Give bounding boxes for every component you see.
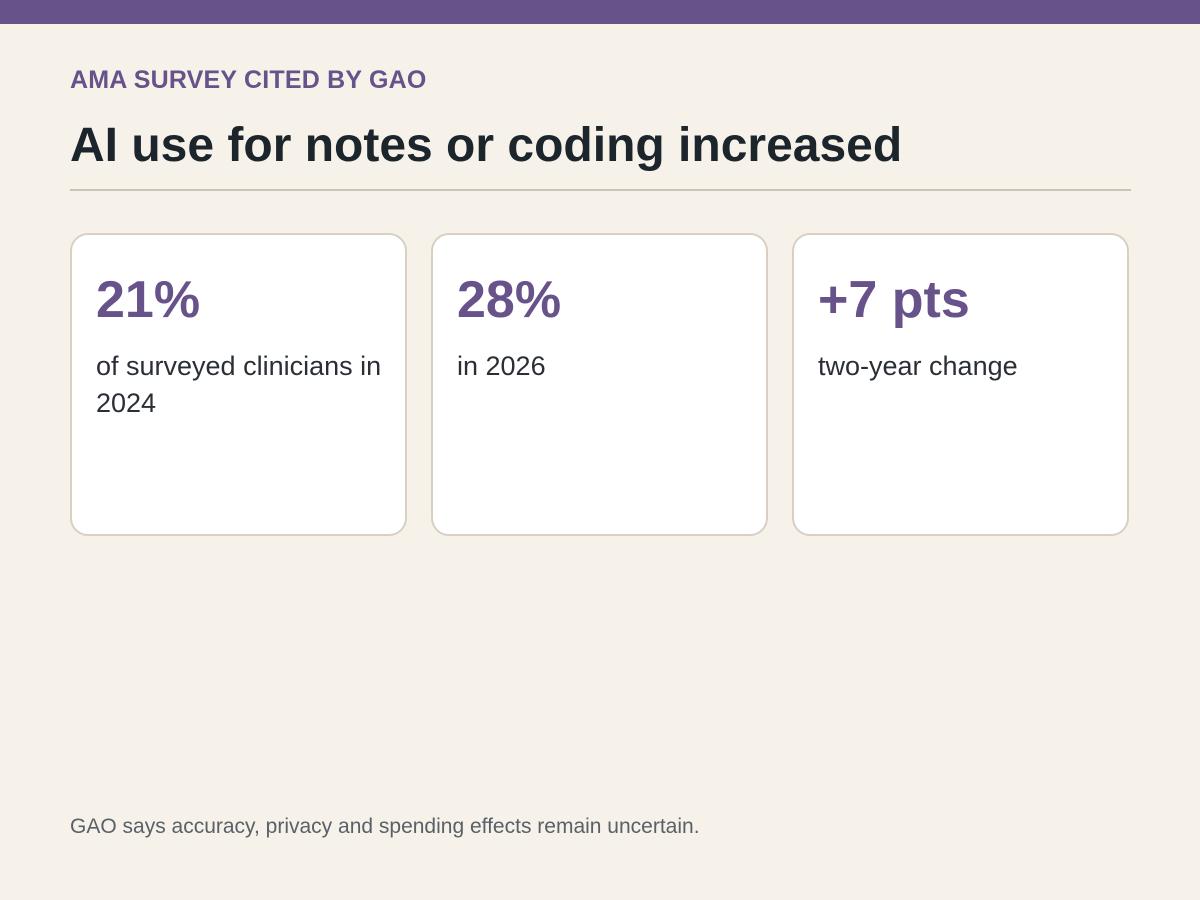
stat-card-2026: 28% in 2026	[431, 233, 768, 536]
stat-description: in 2026	[457, 351, 546, 381]
stat-description: of surveyed clinicians in 2024	[96, 351, 382, 418]
stat-value: 28%	[457, 271, 562, 329]
stat-description: two-year change	[818, 351, 1018, 381]
stat-value: 21%	[96, 271, 201, 329]
kicker-label: AMA SURVEY CITED BY GAO	[70, 66, 427, 94]
stat-value: +7 pts	[818, 271, 970, 329]
title-divider	[70, 189, 1131, 191]
page-title: AI use for notes or coding increased	[70, 119, 903, 172]
stat-cards: 21% of surveyed clinicians in 2024 28% i…	[70, 233, 1130, 536]
stat-card-2024: 21% of surveyed clinicians in 2024	[70, 233, 407, 536]
stat-card-change: +7 pts two-year change	[792, 233, 1129, 536]
footnote: GAO says accuracy, privacy and spending …	[70, 815, 700, 838]
top-accent-bar	[0, 0, 1200, 24]
